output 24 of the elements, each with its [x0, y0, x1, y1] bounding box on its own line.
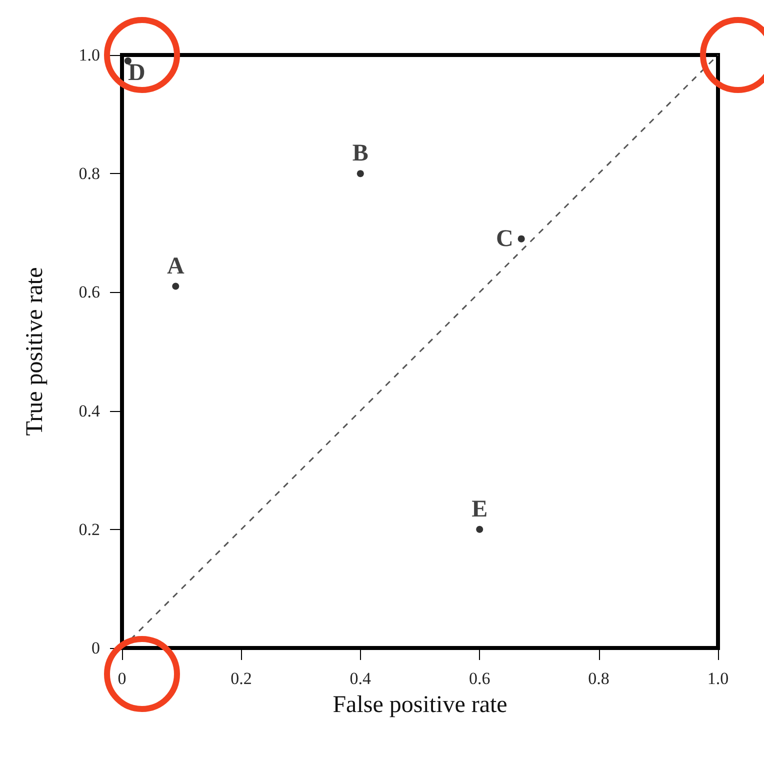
x-tick-label: 0.4: [350, 669, 372, 688]
annotation: E: [472, 496, 488, 522]
y-tick-label: 1.0: [78, 46, 100, 64]
annotation: A: [166, 253, 185, 280]
x-tick-label: 0.6: [468, 669, 490, 688]
point: [518, 235, 525, 242]
x-tick-label: 1.0: [707, 669, 729, 688]
point: [172, 282, 180, 290]
y-tick-label: 0.8: [78, 164, 100, 184]
x-tick-label: 0: [118, 669, 126, 688]
point: [124, 57, 132, 64]
annotation: B: [352, 140, 368, 167]
y-axis-title: True positive rate: [22, 267, 48, 436]
y-tick-label: 0.6: [78, 282, 100, 302]
point: [356, 170, 364, 178]
y-tick-label: 0: [92, 638, 100, 658]
point: [476, 526, 484, 533]
x-axis-title: False positive rate: [332, 692, 508, 718]
y-tick-label: 0.4: [78, 401, 100, 420]
x-tick-label: 0.8: [588, 669, 610, 688]
y-tick-label: 0.2: [78, 520, 100, 539]
annotation: C: [496, 226, 514, 252]
x-tick-label: 0.2: [230, 669, 252, 688]
annotation: D: [128, 60, 146, 86]
